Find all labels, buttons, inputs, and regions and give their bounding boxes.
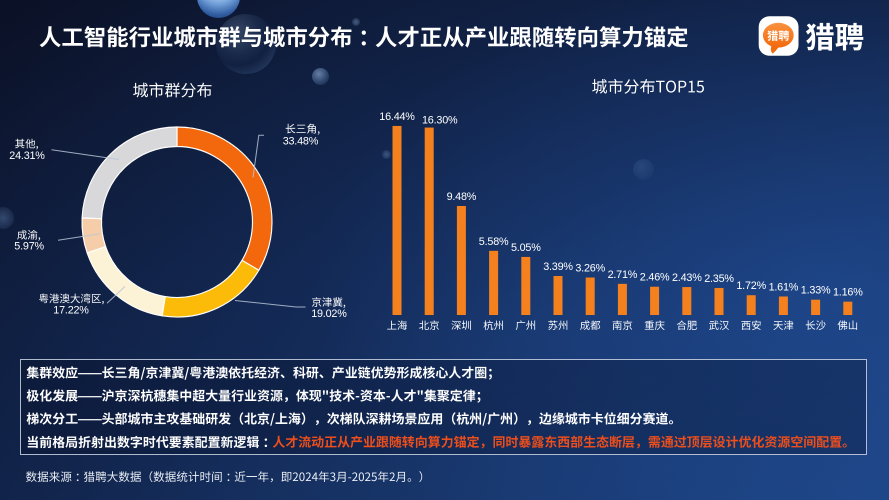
svg-text:3.26%: 3.26% [575, 263, 605, 275]
svg-text:16.44%: 16.44% [379, 111, 415, 123]
svg-text:1.16%: 1.16% [833, 287, 863, 299]
svg-text:1.33%: 1.33% [801, 285, 831, 297]
svg-text:1.61%: 1.61% [769, 282, 799, 294]
svg-text:5.05%: 5.05% [511, 242, 541, 254]
svg-text:3.39%: 3.39% [543, 261, 573, 273]
svg-text:5.58%: 5.58% [479, 236, 509, 248]
svg-text:5.97%: 5.97% [14, 241, 44, 253]
svg-text:19.02%: 19.02% [311, 308, 347, 320]
svg-text:17.22%: 17.22% [53, 305, 89, 317]
svg-text:2.43%: 2.43% [672, 272, 702, 284]
svg-text:2.46%: 2.46% [640, 272, 670, 284]
svg-text:1.72%: 1.72% [736, 280, 766, 292]
svg-text:24.31%: 24.31% [9, 150, 45, 162]
svg-text:16.30%: 16.30% [422, 115, 458, 127]
svg-text:9.48%: 9.48% [447, 191, 477, 203]
svg-text:2.35%: 2.35% [704, 273, 734, 285]
svg-text:2.71%: 2.71% [608, 269, 638, 281]
svg-text:33.48%: 33.48% [283, 135, 319, 147]
